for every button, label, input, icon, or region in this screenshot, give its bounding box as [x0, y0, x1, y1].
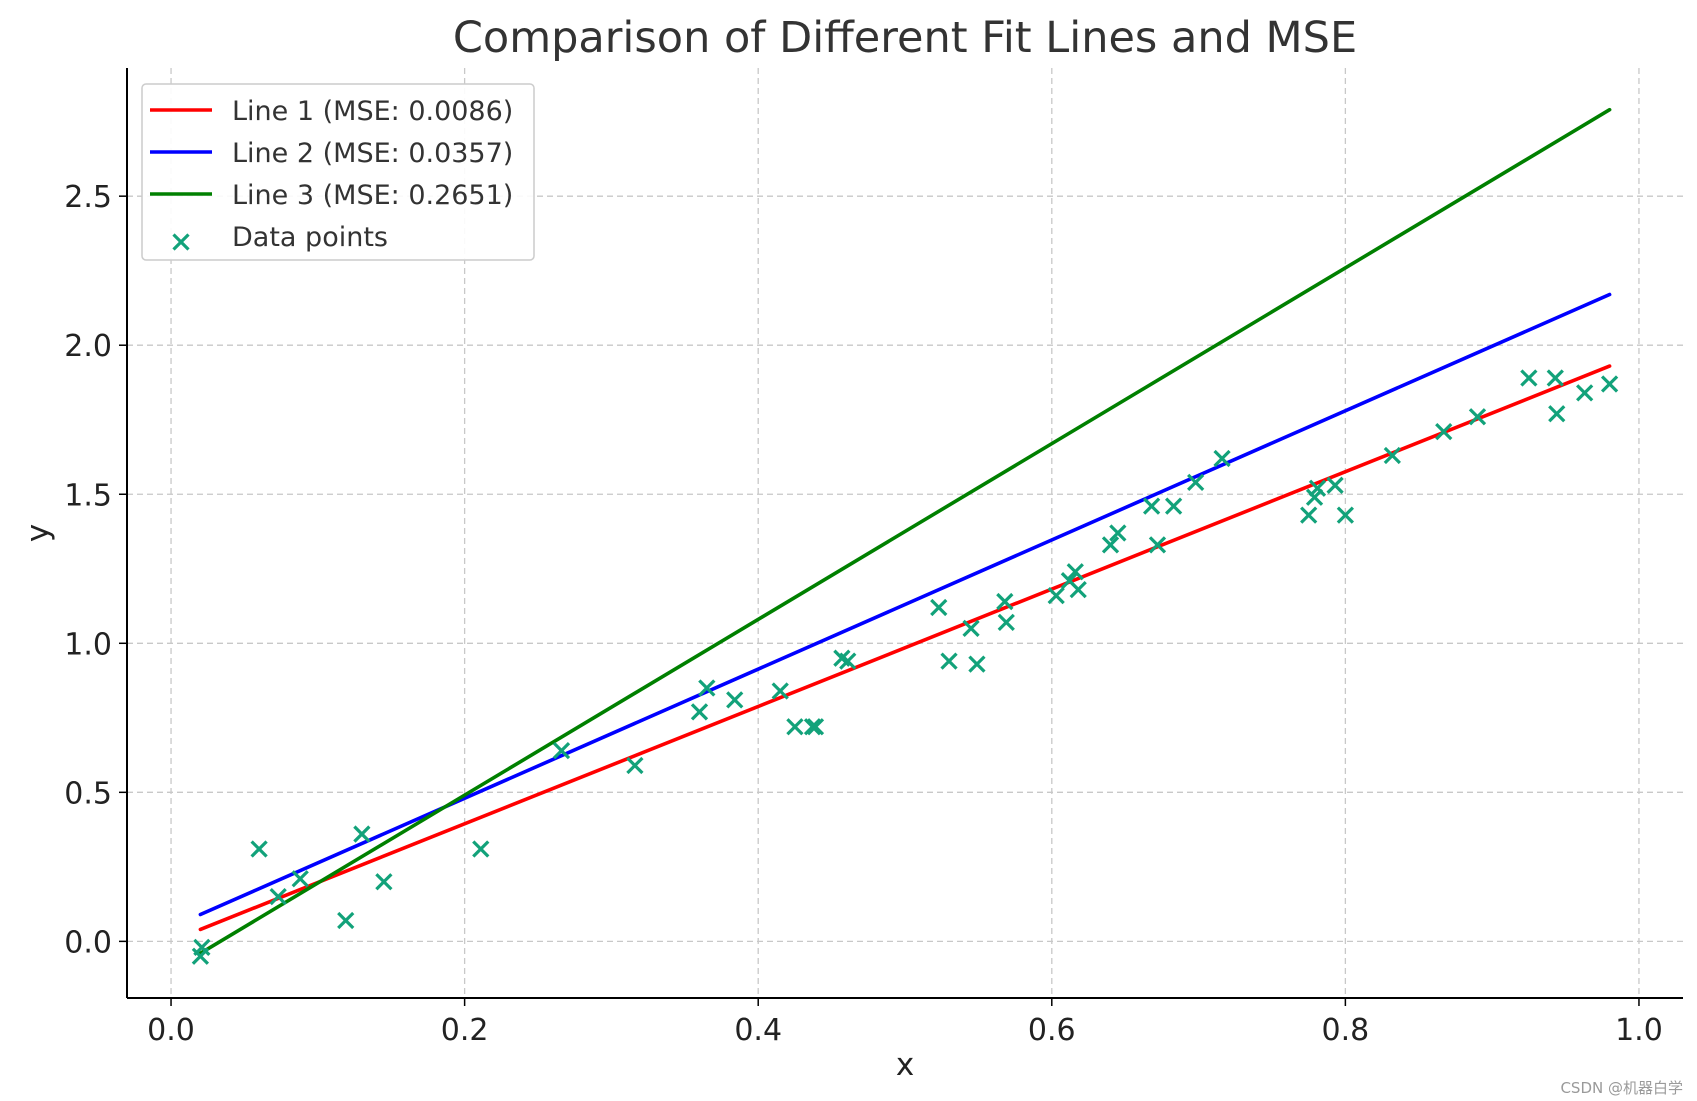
data-point-marker	[472, 840, 490, 858]
data-point-marker	[839, 652, 857, 670]
data-point-marker	[552, 741, 571, 760]
legend-swatch-data-points	[172, 233, 190, 251]
data-point-marker	[1148, 536, 1167, 554]
data-point-marker	[1109, 524, 1127, 542]
data-point-marker	[1066, 563, 1084, 581]
data-point-marker	[997, 613, 1015, 632]
x-tick-label: 0.4	[734, 1013, 782, 1048]
x-tick-label: 0.6	[1028, 1013, 1076, 1048]
x-tick-label: 0.2	[441, 1013, 489, 1048]
data-point-marker	[690, 703, 709, 721]
legend-label-line-3-mse-0-2651: Line 3 (MSE: 0.2651)	[232, 180, 513, 211]
legend-frame	[141, 83, 535, 261]
x-tick-label: 1.0	[1615, 1013, 1663, 1048]
data-point-marker	[786, 718, 804, 736]
data-point-marker	[1468, 408, 1487, 426]
data-point-marker	[337, 911, 355, 930]
data-point-marker	[353, 825, 371, 843]
x-tick-label: 0.0	[147, 1013, 195, 1048]
x-tick-label: 0.8	[1322, 1013, 1370, 1048]
x-axis-label: x	[896, 1047, 914, 1083]
data-point-marker	[940, 652, 958, 670]
data-point-marker	[1326, 476, 1344, 494]
y-tick-label: 2.0	[64, 329, 112, 364]
data-point-marker	[968, 655, 986, 673]
data-point-marker	[806, 718, 825, 736]
data-point-marker	[1520, 369, 1538, 387]
data-point-marker	[1308, 479, 1327, 497]
data-point-marker	[1383, 446, 1401, 465]
data-point-marker	[1187, 473, 1205, 491]
data-point-marker	[930, 598, 948, 617]
data-point-marker	[698, 679, 716, 697]
data-point-marker	[1101, 536, 1120, 554]
data-point-marker	[1548, 405, 1566, 423]
fit-line-1	[198, 364, 1612, 932]
y-axis-label: y	[20, 524, 56, 542]
ticks: 0.0 0.2 0.4 0.6 0.8 1.0 0.0 0.5 1.0 1.5 2.0 2.5	[64, 180, 1663, 1048]
data-point-marker	[250, 840, 268, 858]
fit-line-3	[198, 107, 1612, 956]
data-point-marker	[803, 718, 822, 736]
data-point-marker	[269, 888, 287, 906]
fit-line-2	[198, 292, 1612, 917]
data-point-marker	[1300, 506, 1318, 524]
y-tick-label: 2.5	[64, 180, 112, 215]
data-point-marker	[771, 682, 789, 700]
y-tick-label: 1.5	[64, 478, 112, 513]
y-tick-label: 0.5	[64, 776, 112, 811]
data-point-marker	[996, 592, 1014, 611]
y-tick-label: 0.0	[64, 925, 112, 960]
legend: Line 1 (MSE: 0.0086) Line 2 (MSE: 0.0357)…	[141, 83, 535, 261]
data-point-marker	[1546, 369, 1564, 387]
y-tick-label: 1.0	[64, 627, 112, 662]
watermark: CSDN @机器白学	[1560, 1079, 1683, 1097]
legend-label-line-2-mse-0-0357: Line 2 (MSE: 0.0357)	[232, 138, 513, 169]
data-point-marker	[626, 756, 644, 775]
data-point-marker	[375, 873, 393, 891]
fit-lines	[198, 107, 1612, 956]
data-point-marker	[1435, 423, 1453, 441]
legend-label-data-points: Data points	[232, 222, 388, 253]
data-point-marker	[726, 691, 744, 709]
axes	[126, 68, 1683, 999]
data-points	[191, 369, 1619, 965]
data-point-marker	[291, 870, 309, 888]
data-point-marker	[1336, 506, 1355, 524]
chart-title: Comparison of Different Fit Lines and MS…	[453, 13, 1357, 63]
data-point-marker	[1576, 384, 1594, 402]
data-point-marker	[193, 938, 211, 956]
legend-label-line-1-mse-0-0086: Line 1 (MSE: 0.0086)	[232, 96, 513, 127]
data-point-marker	[1047, 586, 1065, 605]
data-point-marker	[1600, 375, 1619, 393]
data-point-marker	[1164, 497, 1183, 515]
data-point-marker	[1213, 449, 1231, 468]
data-point-marker	[962, 619, 980, 638]
data-point-marker	[1069, 581, 1087, 599]
data-point-marker	[1142, 497, 1161, 515]
